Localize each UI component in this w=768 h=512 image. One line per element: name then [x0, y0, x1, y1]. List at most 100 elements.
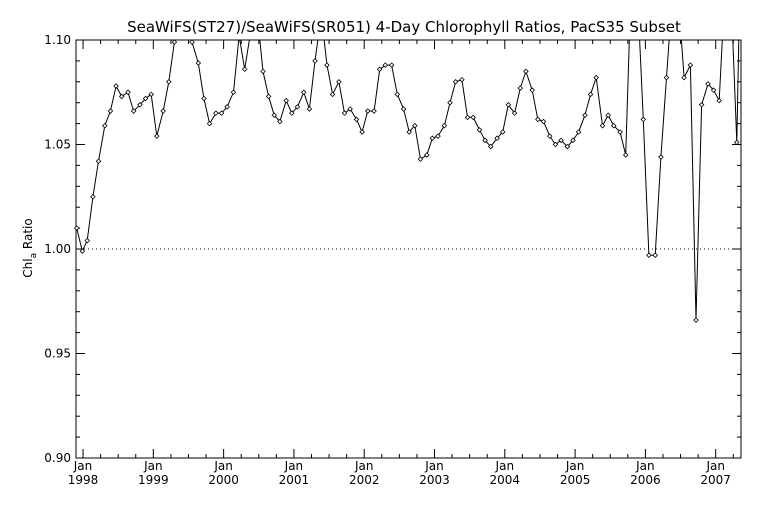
- data-point-marker: [353, 116, 360, 123]
- data-point-marker: [406, 129, 412, 135]
- data-point-marker: [511, 110, 518, 116]
- data-point-marker: [622, 152, 629, 158]
- x-tick-year: 1999: [138, 473, 169, 487]
- svg-text:Chla Ratio: Chla Ratio: [21, 218, 39, 277]
- x-axis: Jan1998Jan1999Jan2000Jan2001Jan2002Jan20…: [68, 40, 731, 487]
- x-tick-month: Jan: [213, 459, 233, 473]
- data-point-marker: [412, 122, 418, 129]
- y-axis: 0.90 0.95 1.00 1.05 1.10: [44, 33, 741, 465]
- ratio-series-markers: [73, 39, 740, 323]
- data-point-marker: [505, 102, 512, 108]
- data-point-marker: [283, 97, 289, 104]
- y-tick-label: 1.00: [44, 242, 71, 256]
- x-tick-month: Jan: [424, 459, 444, 473]
- x-tick-month: Jan: [705, 459, 725, 473]
- data-point-marker: [547, 133, 553, 139]
- data-point-marker: [289, 110, 295, 116]
- data-point-marker: [312, 58, 318, 64]
- data-point-marker: [447, 99, 453, 106]
- data-point-marker: [341, 110, 348, 116]
- data-point-marker: [388, 62, 395, 68]
- x-tick-year: 2005: [560, 473, 591, 487]
- data-point-marker: [300, 89, 307, 96]
- y-tick-label: 1.05: [44, 138, 71, 152]
- data-point-marker: [424, 152, 430, 158]
- data-point-marker: [195, 60, 202, 66]
- data-point-marker: [435, 133, 441, 139]
- data-point-marker: [716, 97, 722, 104]
- data-point-marker: [487, 143, 494, 150]
- data-point-marker: [687, 62, 694, 68]
- data-point-marker: [166, 79, 172, 85]
- data-point-marker: [417, 156, 424, 162]
- data-point-marker: [693, 317, 699, 323]
- data-point-marker: [663, 74, 670, 81]
- data-point-marker: [113, 83, 119, 89]
- data-point-marker: [73, 225, 80, 231]
- data-point-marker: [710, 87, 717, 93]
- data-point-marker: [605, 112, 611, 119]
- data-point-marker: [130, 108, 137, 114]
- data-point-marker: [364, 108, 371, 114]
- x-tick-year: 2002: [349, 473, 380, 487]
- data-point-marker: [517, 85, 524, 91]
- y-tick-label: 0.90: [44, 451, 71, 465]
- x-tick-month: Jan: [354, 459, 374, 473]
- ratio-series-line: [76, 40, 740, 321]
- data-point-marker: [523, 68, 529, 75]
- data-point-marker: [142, 95, 149, 102]
- data-point-marker: [593, 74, 599, 81]
- data-point-marker: [347, 106, 353, 112]
- data-point-marker: [336, 79, 342, 85]
- data-point-marker: [617, 129, 623, 135]
- y-axis-label-main: Chl: [21, 258, 35, 277]
- data-point-marker: [137, 102, 143, 108]
- data-point-marker: [564, 143, 571, 150]
- data-point-marker: [400, 106, 407, 112]
- x-tick-month: Jan: [565, 459, 585, 473]
- data-point-marker: [218, 110, 225, 116]
- data-point-marker: [429, 135, 436, 141]
- data-point-marker: [160, 108, 166, 114]
- data-point-marker: [540, 118, 547, 125]
- data-point-marker: [306, 106, 313, 112]
- data-point-marker: [646, 252, 652, 259]
- data-point-marker: [265, 93, 272, 100]
- data-point-marker: [587, 91, 594, 98]
- data-point-marker: [575, 129, 582, 135]
- data-point-marker: [79, 248, 86, 254]
- data-point-marker: [324, 62, 330, 68]
- data-point-marker: [359, 129, 365, 135]
- data-point-marker: [499, 129, 506, 135]
- data-point-marker: [698, 102, 705, 108]
- data-point-marker: [582, 112, 588, 119]
- data-point-marker: [294, 104, 301, 110]
- data-point-marker: [535, 116, 541, 123]
- x-tick-year: 2001: [279, 473, 310, 487]
- data-point-marker: [201, 95, 207, 102]
- data-point-marker: [652, 252, 659, 259]
- data-point-marker: [482, 137, 488, 144]
- data-point-marker: [464, 114, 471, 121]
- data-point-marker: [599, 122, 606, 129]
- data-point-marker: [570, 137, 576, 144]
- data-point-marker: [118, 93, 125, 100]
- data-point-marker: [658, 154, 664, 160]
- y-axis-label-tail: Ratio: [21, 218, 35, 253]
- data-point-marker: [107, 108, 114, 114]
- x-tick-year: 2000: [208, 473, 239, 487]
- data-point-marker: [376, 66, 383, 73]
- y-axis-label: Chla Ratio: [21, 218, 39, 277]
- x-tick-year: 1998: [68, 473, 99, 487]
- data-point-marker: [452, 79, 459, 85]
- x-tick-year: 2007: [700, 473, 731, 487]
- data-point-marker: [90, 193, 96, 200]
- data-point-marker: [494, 135, 500, 141]
- data-point-marker: [206, 120, 213, 127]
- x-tick-year: 2004: [490, 473, 521, 487]
- data-point-marker: [241, 66, 248, 73]
- data-point-marker: [394, 91, 401, 98]
- data-point-marker: [681, 74, 687, 81]
- data-point-marker: [171, 39, 178, 45]
